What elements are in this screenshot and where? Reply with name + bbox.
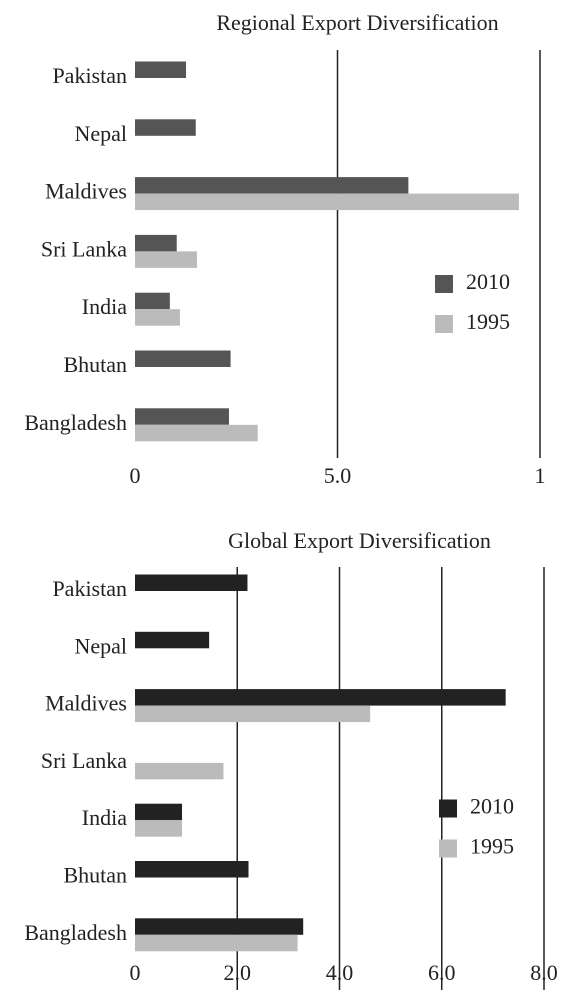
bar (135, 292, 170, 310)
y-tick-label: India (82, 294, 127, 319)
legend-label: 1995 (470, 834, 514, 859)
y-tick-label: Nepal (74, 633, 127, 658)
y-tick-label: Maldives (45, 691, 127, 716)
bar (135, 119, 196, 136)
chart-title: Regional Export Diversification (216, 10, 498, 35)
legend-swatch (435, 315, 453, 333)
bar (135, 350, 231, 367)
bar (135, 631, 210, 649)
bar (135, 234, 177, 252)
bar (135, 424, 258, 442)
bar (135, 193, 519, 211)
y-tick-label: Bhutan (63, 863, 127, 888)
y-tick-label: Maldives (45, 179, 127, 204)
y-tick-label: Pakistan (52, 576, 127, 601)
y-tick-label: Nepal (74, 121, 127, 146)
bar (135, 705, 371, 723)
legend-swatch (439, 839, 457, 858)
y-tick-label: Bhutan (63, 352, 127, 377)
legend-label: 2010 (470, 794, 514, 819)
x-tick-label: 0 (130, 463, 141, 488)
bar (135, 762, 224, 780)
bar (135, 574, 248, 591)
legend-label: 1995 (466, 309, 510, 334)
legend-swatch (439, 799, 457, 818)
bar (135, 861, 249, 878)
bar (135, 803, 183, 821)
legend-swatch (435, 275, 453, 293)
bar (135, 251, 197, 268)
legend-label: 2010 (466, 269, 510, 294)
bar (135, 934, 298, 952)
x-tick-label: 0 (130, 960, 141, 985)
x-tick-label: 5.0 (324, 463, 352, 488)
x-tick-label: 1 (535, 463, 546, 488)
bar (135, 177, 409, 194)
y-tick-label: Sri Lanka (41, 748, 127, 773)
y-tick-label: India (82, 805, 127, 830)
bar (135, 309, 180, 326)
bar (135, 918, 304, 935)
y-tick-label: Bangladesh (24, 410, 127, 435)
bar (135, 61, 187, 78)
y-tick-label: Sri Lanka (41, 236, 127, 261)
bar (135, 820, 183, 837)
y-tick-label: Pakistan (52, 63, 127, 88)
bar (135, 408, 229, 425)
chart-title: Global Export Diversification (228, 528, 491, 553)
y-tick-label: Bangladesh (24, 920, 127, 945)
bar (135, 689, 506, 706)
